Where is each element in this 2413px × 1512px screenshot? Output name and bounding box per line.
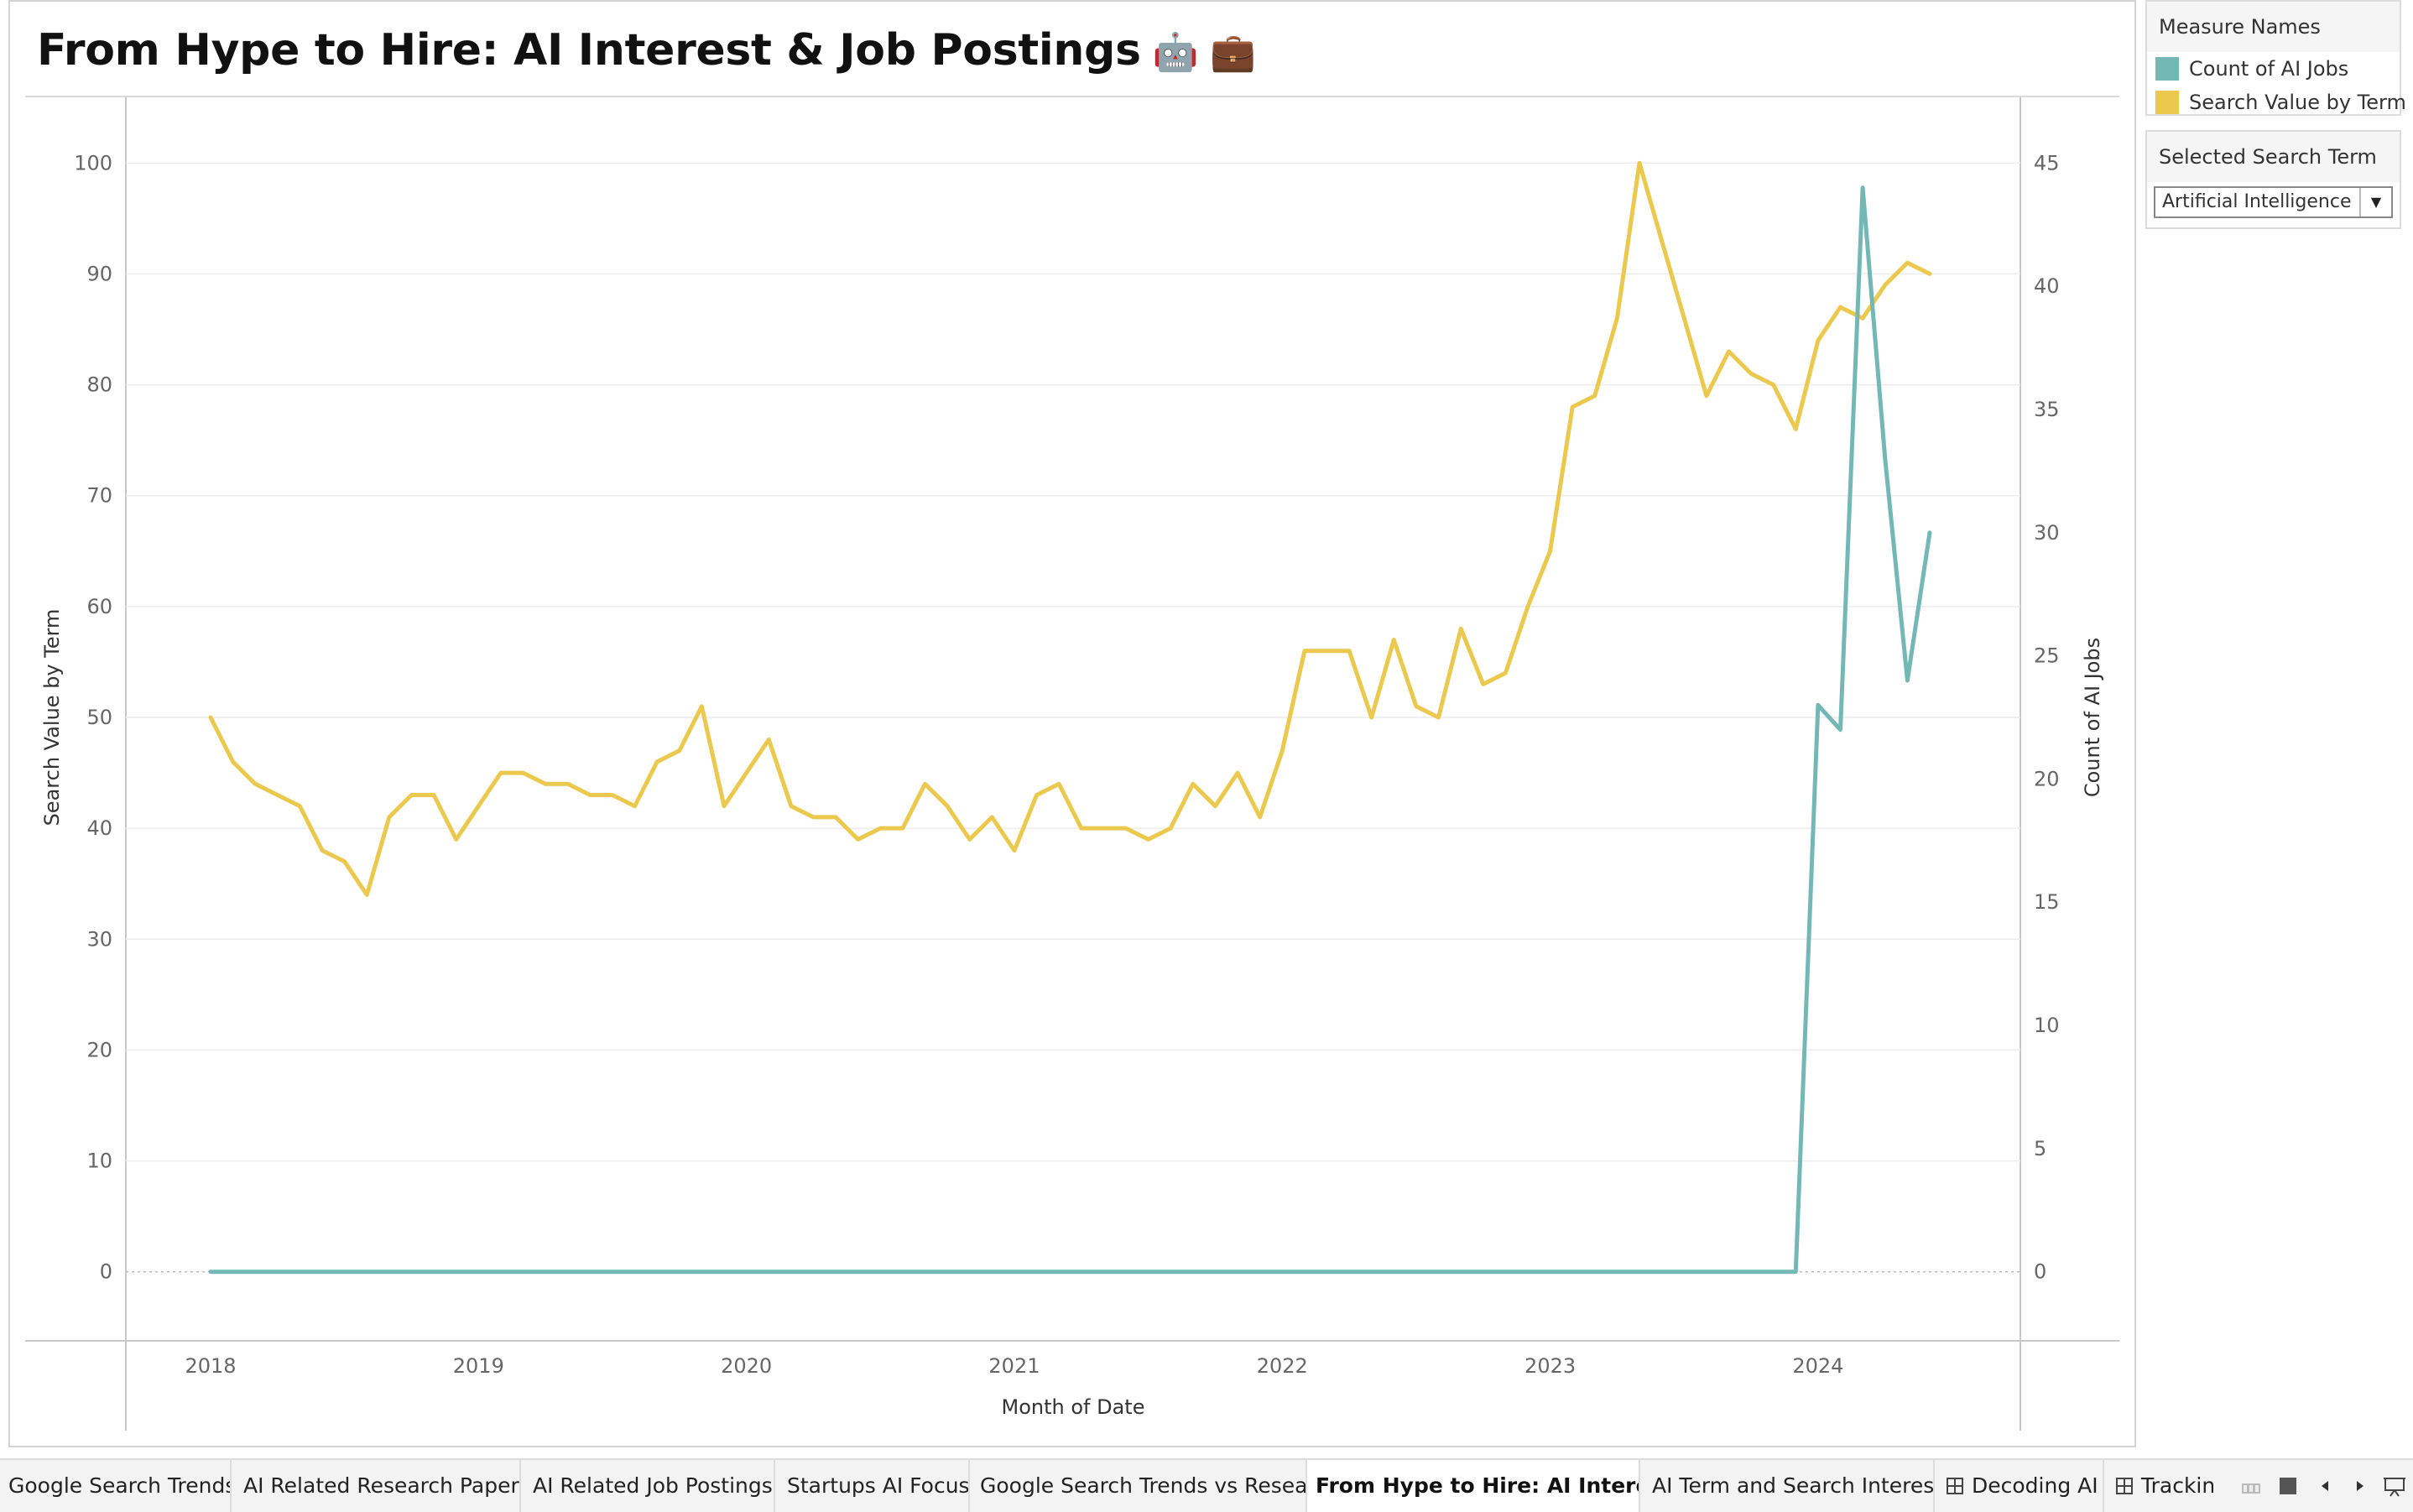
legend-item-count-of-ai-jobs[interactable]: Count of AI Jobs [2147, 52, 2400, 86]
stop-square-icon[interactable] [2277, 1475, 2299, 1497]
x-tick-label: 2019 [453, 1354, 504, 1378]
y-right-tick-label: 45 [2034, 151, 2060, 175]
x-tick-label: 2020 [721, 1354, 772, 1378]
x-tick-label: 2021 [988, 1354, 1040, 1378]
y-left-tick-label: 80 [86, 373, 112, 397]
tab-label: AI Term and Search Interest [1652, 1473, 1935, 1498]
next-arrow-icon[interactable] [2349, 1475, 2371, 1497]
y-left-tick-label: 0 [100, 1260, 112, 1284]
legend-swatch-yellow [2155, 91, 2179, 114]
legend-title: Measure Names [2147, 2, 2400, 52]
search-term-dropdown[interactable]: Artificial Intelligence ▼ [2154, 186, 2393, 218]
tab-label: Trackin [2141, 1473, 2213, 1498]
tab-label: AI Related Job Postings [533, 1473, 773, 1498]
tab-google-search-trends[interactable]: Google Search Trends [0, 1460, 232, 1512]
y-right-tick-label: 10 [2034, 1014, 2060, 1037]
y-left-tick-label: 70 [86, 484, 112, 508]
robot-icon: 🤖 [1152, 31, 1199, 74]
filmstrip-icon[interactable] [2240, 1475, 2262, 1497]
y-left-axis-title: Search Value by Term [40, 609, 64, 826]
search-term-filter-panel: Selected Search Term Artificial Intellig… [2145, 130, 2401, 229]
y-left-tick-label: 100 [74, 151, 112, 175]
tab-startups-ai-focus[interactable]: Startups AI Focus [775, 1460, 970, 1512]
y-right-tick-label: 0 [2034, 1260, 2046, 1284]
tab-label: Google Search Trends [8, 1473, 232, 1498]
tab-tracking[interactable]: Trackin [2104, 1460, 2213, 1512]
legend-item-search-value-by-term[interactable]: Search Value by Term [2147, 86, 2406, 119]
legend-label: Count of AI Jobs [2189, 57, 2349, 81]
x-tick-label: 2018 [185, 1354, 236, 1378]
tab-google-search-trends-vs-research[interactable]: Google Search Trends vs Resear... [970, 1460, 1307, 1512]
tab-ai-related-research-papers[interactable]: AI Related Research Papers [232, 1460, 521, 1512]
briefcase-icon: 💼 [1210, 31, 1256, 74]
tab-label: Startups AI Focus [787, 1473, 970, 1498]
line-chart[interactable]: 0 10 20 30 40 50 60 70 80 90 100 0 5 10 15 20 25 30 35 40 45… [0, 0, 2131, 1452]
x-tick-label: 2022 [1257, 1354, 1308, 1378]
x-tick-label: 2023 [1524, 1354, 1576, 1378]
legend-label: Search Value by Term [2189, 91, 2406, 114]
y-left-tick-label: 10 [86, 1150, 112, 1173]
page-title: From Hype to Hire: AI Interest & Job Pos… [37, 25, 1256, 76]
tab-decoding-ai[interactable]: Decoding AI [1935, 1460, 2104, 1512]
filter-title: Selected Search Term [2147, 132, 2400, 182]
dashboard-grid-icon [1947, 1478, 1963, 1494]
sheet-tab-bar: Google Search Trends AI Related Research… [0, 1458, 2413, 1512]
y-left-tick-label: 60 [86, 595, 112, 618]
y-right-tick-label: 15 [2034, 890, 2060, 914]
worksheet-area: From Hype to Hire: AI Interest & Job Pos… [8, 0, 2136, 1447]
y-right-tick-label: 25 [2034, 644, 2060, 668]
tab-from-hype-to-hire[interactable]: From Hype to Hire: AI Interest ... [1307, 1460, 1640, 1512]
legend-swatch-teal [2155, 57, 2179, 81]
x-axis-title: Month of Date [1002, 1395, 1145, 1419]
dropdown-arrow-icon[interactable]: ▼ [2359, 188, 2391, 216]
y-left-tick-label: 90 [86, 262, 112, 285]
title-text: From Hype to Hire: AI Interest & Job Pos… [37, 25, 1141, 76]
y-right-tick-label: 5 [2034, 1137, 2046, 1160]
presentation-icon[interactable] [2383, 1475, 2405, 1497]
y-right-tick-label: 20 [2034, 767, 2060, 790]
x-tick-label: 2024 [1792, 1354, 1843, 1378]
count-of-ai-jobs-line[interactable] [208, 185, 1932, 1275]
y-left-tick-label: 20 [86, 1038, 112, 1061]
legend-panel: Measure Names Count of AI Jobs Search Va… [2145, 0, 2406, 119]
dropdown-value: Artificial Intelligence [2162, 191, 2352, 212]
tab-label: AI Related Research Papers [243, 1473, 521, 1498]
prev-arrow-icon[interactable] [2314, 1475, 2336, 1497]
y-right-axis-title: Count of AI Jobs [2081, 638, 2104, 797]
dashboard-grid-icon [2116, 1478, 2133, 1494]
search-value-by-term-line[interactable] [208, 160, 1932, 897]
tab-ai-term-and-search-interest[interactable]: AI Term and Search Interest [1640, 1460, 1935, 1512]
y-right-tick-label: 30 [2034, 521, 2060, 545]
tab-label: Decoding AI [1972, 1473, 2098, 1498]
tab-label: Google Search Trends vs Resear... [980, 1473, 1307, 1498]
y-right-tick-label: 40 [2034, 274, 2060, 298]
y-right-tick-label: 35 [2034, 398, 2060, 421]
tab-label: From Hype to Hire: AI Interest ... [1316, 1473, 1639, 1498]
y-left-tick-label: 50 [86, 706, 112, 729]
tab-ai-related-job-postings[interactable]: AI Related Job Postings [521, 1460, 775, 1512]
y-left-tick-label: 40 [86, 816, 112, 840]
y-left-tick-label: 30 [86, 927, 112, 951]
